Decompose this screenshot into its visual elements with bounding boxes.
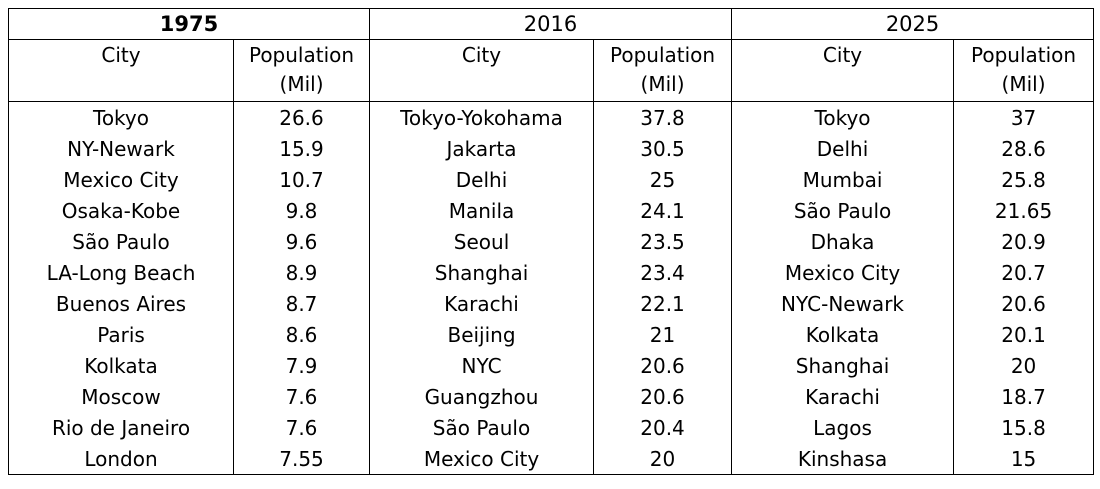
city-cell: Rio de Janeiro <box>8 412 234 443</box>
city-cell: Kolkata <box>731 319 955 350</box>
city-cell: Dhaka <box>731 226 955 257</box>
population-cell: 26.6 <box>232 101 371 133</box>
city-cell: São Paulo <box>369 412 595 443</box>
city-cell: Delhi <box>369 164 595 195</box>
city-cell: Tokyo-Yokohama <box>369 101 595 133</box>
city-cell: Mexico City <box>731 257 955 288</box>
city-cell: Kolkata <box>8 350 234 381</box>
year-header-row: 1975 2016 2025 <box>7 8 1095 40</box>
city-column-header: City <box>731 39 955 102</box>
population-cell: 20 <box>593 443 733 475</box>
city-cell: London <box>8 443 234 475</box>
population-cell: 18.7 <box>953 381 1095 412</box>
population-cell: 25 <box>593 164 733 195</box>
table-row: Tokyo 26.6 Tokyo-Yokohama 37.8 Tokyo 37 <box>8 101 1095 133</box>
city-cell: Lagos <box>731 412 955 443</box>
population-cell: 8.7 <box>232 288 371 319</box>
city-cell: Mumbai <box>731 164 955 195</box>
population-cell: 20.4 <box>593 412 733 443</box>
city-population-table: 1975 2016 2025 City Population (Mil) Cit… <box>7 8 1095 475</box>
population-cell: 7.6 <box>232 381 371 412</box>
population-cell: 7.55 <box>232 443 371 475</box>
population-cell: 10.7 <box>232 164 371 195</box>
year-2025-header: 2025 <box>731 8 1095 40</box>
city-column-header: City <box>369 39 595 102</box>
column-header-row: City Population (Mil) City Population (M… <box>8 39 1095 102</box>
population-column-header: Population (Mil) <box>232 39 371 102</box>
city-column-header: City <box>8 39 234 102</box>
city-cell: LA-Long Beach <box>8 257 234 288</box>
city-cell: NYC-Newark <box>731 288 955 319</box>
city-cell: Shanghai <box>369 257 595 288</box>
population-cell: 23.4 <box>593 257 733 288</box>
table-row: Mexico City 10.7 Delhi 25 Mumbai 25.8 <box>8 164 1095 195</box>
population-column-header: Population (Mil) <box>953 39 1095 102</box>
table-row: Buenos Aires 8.7 Karachi 22.1 NYC-Newark 20.6 <box>8 288 1095 319</box>
table-row: Moscow 7.6 Guangzhou 20.6 Karachi 18.7 <box>8 381 1095 412</box>
city-cell: São Paulo <box>731 195 955 226</box>
city-cell: Beijing <box>369 319 595 350</box>
city-cell: Tokyo <box>8 101 234 133</box>
city-cell: Tokyo <box>731 101 955 133</box>
population-cell: 37.8 <box>593 101 733 133</box>
population-cell: 7.6 <box>232 412 371 443</box>
city-cell: Shanghai <box>731 350 955 381</box>
city-cell: Jakarta <box>369 133 595 164</box>
population-cell: 20.9 <box>953 226 1095 257</box>
city-cell: Mexico City <box>8 164 234 195</box>
table-row: Osaka-Kobe 9.8 Manila 24.1 São Paulo 21.65 <box>8 195 1095 226</box>
population-cell: 15.8 <box>953 412 1095 443</box>
table-row: Paris 8.6 Beijing 21 Kolkata 20.1 <box>8 319 1095 350</box>
table-row: London 7.55 Mexico City 20 Kinshasa 15 <box>8 443 1095 475</box>
table-row: Rio de Janeiro 7.6 São Paulo 20.4 Lagos 15.8 <box>8 412 1095 443</box>
population-cell: 21 <box>593 319 733 350</box>
city-cell: Manila <box>369 195 595 226</box>
city-cell: Karachi <box>731 381 955 412</box>
population-cell: 28.6 <box>953 133 1095 164</box>
population-cell: 24.1 <box>593 195 733 226</box>
population-cell: 23.5 <box>593 226 733 257</box>
population-cell: 15 <box>953 443 1095 475</box>
population-cell: 9.6 <box>232 226 371 257</box>
city-cell: São Paulo <box>8 226 234 257</box>
city-cell: Guangzhou <box>369 381 595 412</box>
population-cell: 20.6 <box>593 381 733 412</box>
city-cell: NY-Newark <box>8 133 234 164</box>
table-row: São Paulo 9.6 Seoul 23.5 Dhaka 20.9 <box>8 226 1095 257</box>
table-row: Kolkata 7.9 NYC 20.6 Shanghai 20 <box>8 350 1095 381</box>
table-row: NY-Newark 15.9 Jakarta 30.5 Delhi 28.6 <box>8 133 1095 164</box>
population-cell: 20.6 <box>593 350 733 381</box>
population-cell: 9.8 <box>232 195 371 226</box>
city-cell: NYC <box>369 350 595 381</box>
city-cell: Karachi <box>369 288 595 319</box>
population-cell: 7.9 <box>232 350 371 381</box>
population-cell: 15.9 <box>232 133 371 164</box>
population-cell: 25.8 <box>953 164 1095 195</box>
population-cell: 8.6 <box>232 319 371 350</box>
city-cell: Delhi <box>731 133 955 164</box>
city-cell: Mexico City <box>369 443 595 475</box>
year-1975-header: 1975 <box>7 8 371 40</box>
city-cell: Moscow <box>8 381 234 412</box>
city-cell: Paris <box>8 319 234 350</box>
city-cell: Osaka-Kobe <box>8 195 234 226</box>
year-2016-header: 2016 <box>369 8 733 40</box>
city-cell: Kinshasa <box>731 443 955 475</box>
population-cell: 22.1 <box>593 288 733 319</box>
population-cell: 20.6 <box>953 288 1095 319</box>
population-cell: 37 <box>953 101 1095 133</box>
table-row: LA-Long Beach 8.9 Shanghai 23.4 Mexico City 2… <box>8 257 1095 288</box>
population-cell: 21.65 <box>953 195 1095 226</box>
population-cell: 8.9 <box>232 257 371 288</box>
population-cell: 20 <box>953 350 1095 381</box>
population-column-header: Population (Mil) <box>593 39 733 102</box>
population-cell: 30.5 <box>593 133 733 164</box>
population-cell: 20.7 <box>953 257 1095 288</box>
city-cell: Buenos Aires <box>8 288 234 319</box>
population-cell: 20.1 <box>953 319 1095 350</box>
city-cell: Seoul <box>369 226 595 257</box>
